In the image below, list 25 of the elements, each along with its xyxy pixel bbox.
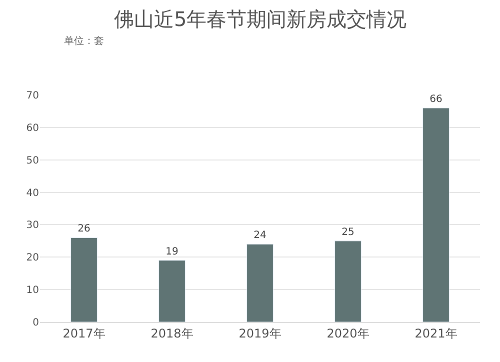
bar bbox=[70, 237, 98, 322]
bar bbox=[158, 260, 186, 322]
x-tick-label: 2020年 bbox=[326, 326, 370, 340]
chart-title: 佛山近5年春节期间新房成交情况 bbox=[114, 7, 407, 31]
bar bbox=[422, 108, 450, 322]
chart-subtitle: 单位：套 bbox=[64, 35, 104, 47]
y-tick-label: 70 bbox=[26, 90, 39, 102]
y-tick-label: 10 bbox=[26, 285, 39, 296]
x-tick-label: 2017年 bbox=[62, 326, 106, 340]
data-label: 19 bbox=[166, 246, 178, 258]
data-label: 26 bbox=[78, 224, 90, 235]
y-tick-label: 40 bbox=[26, 188, 39, 199]
y-tick-label: 60 bbox=[26, 122, 39, 134]
x-tick-label: 2018年 bbox=[150, 326, 194, 340]
bar bbox=[246, 244, 274, 322]
y-tick-label: 50 bbox=[26, 155, 39, 166]
data-label: 66 bbox=[430, 94, 442, 105]
y-tick-label: 30 bbox=[26, 220, 39, 232]
data-label: 24 bbox=[254, 230, 266, 242]
y-tick-label: 20 bbox=[26, 252, 39, 264]
x-tick-label: 2021年 bbox=[414, 326, 458, 340]
x-tick-label: 2019年 bbox=[238, 326, 282, 340]
bar bbox=[334, 240, 362, 322]
data-label: 25 bbox=[342, 226, 354, 238]
y-tick-label: 0 bbox=[32, 318, 39, 328]
